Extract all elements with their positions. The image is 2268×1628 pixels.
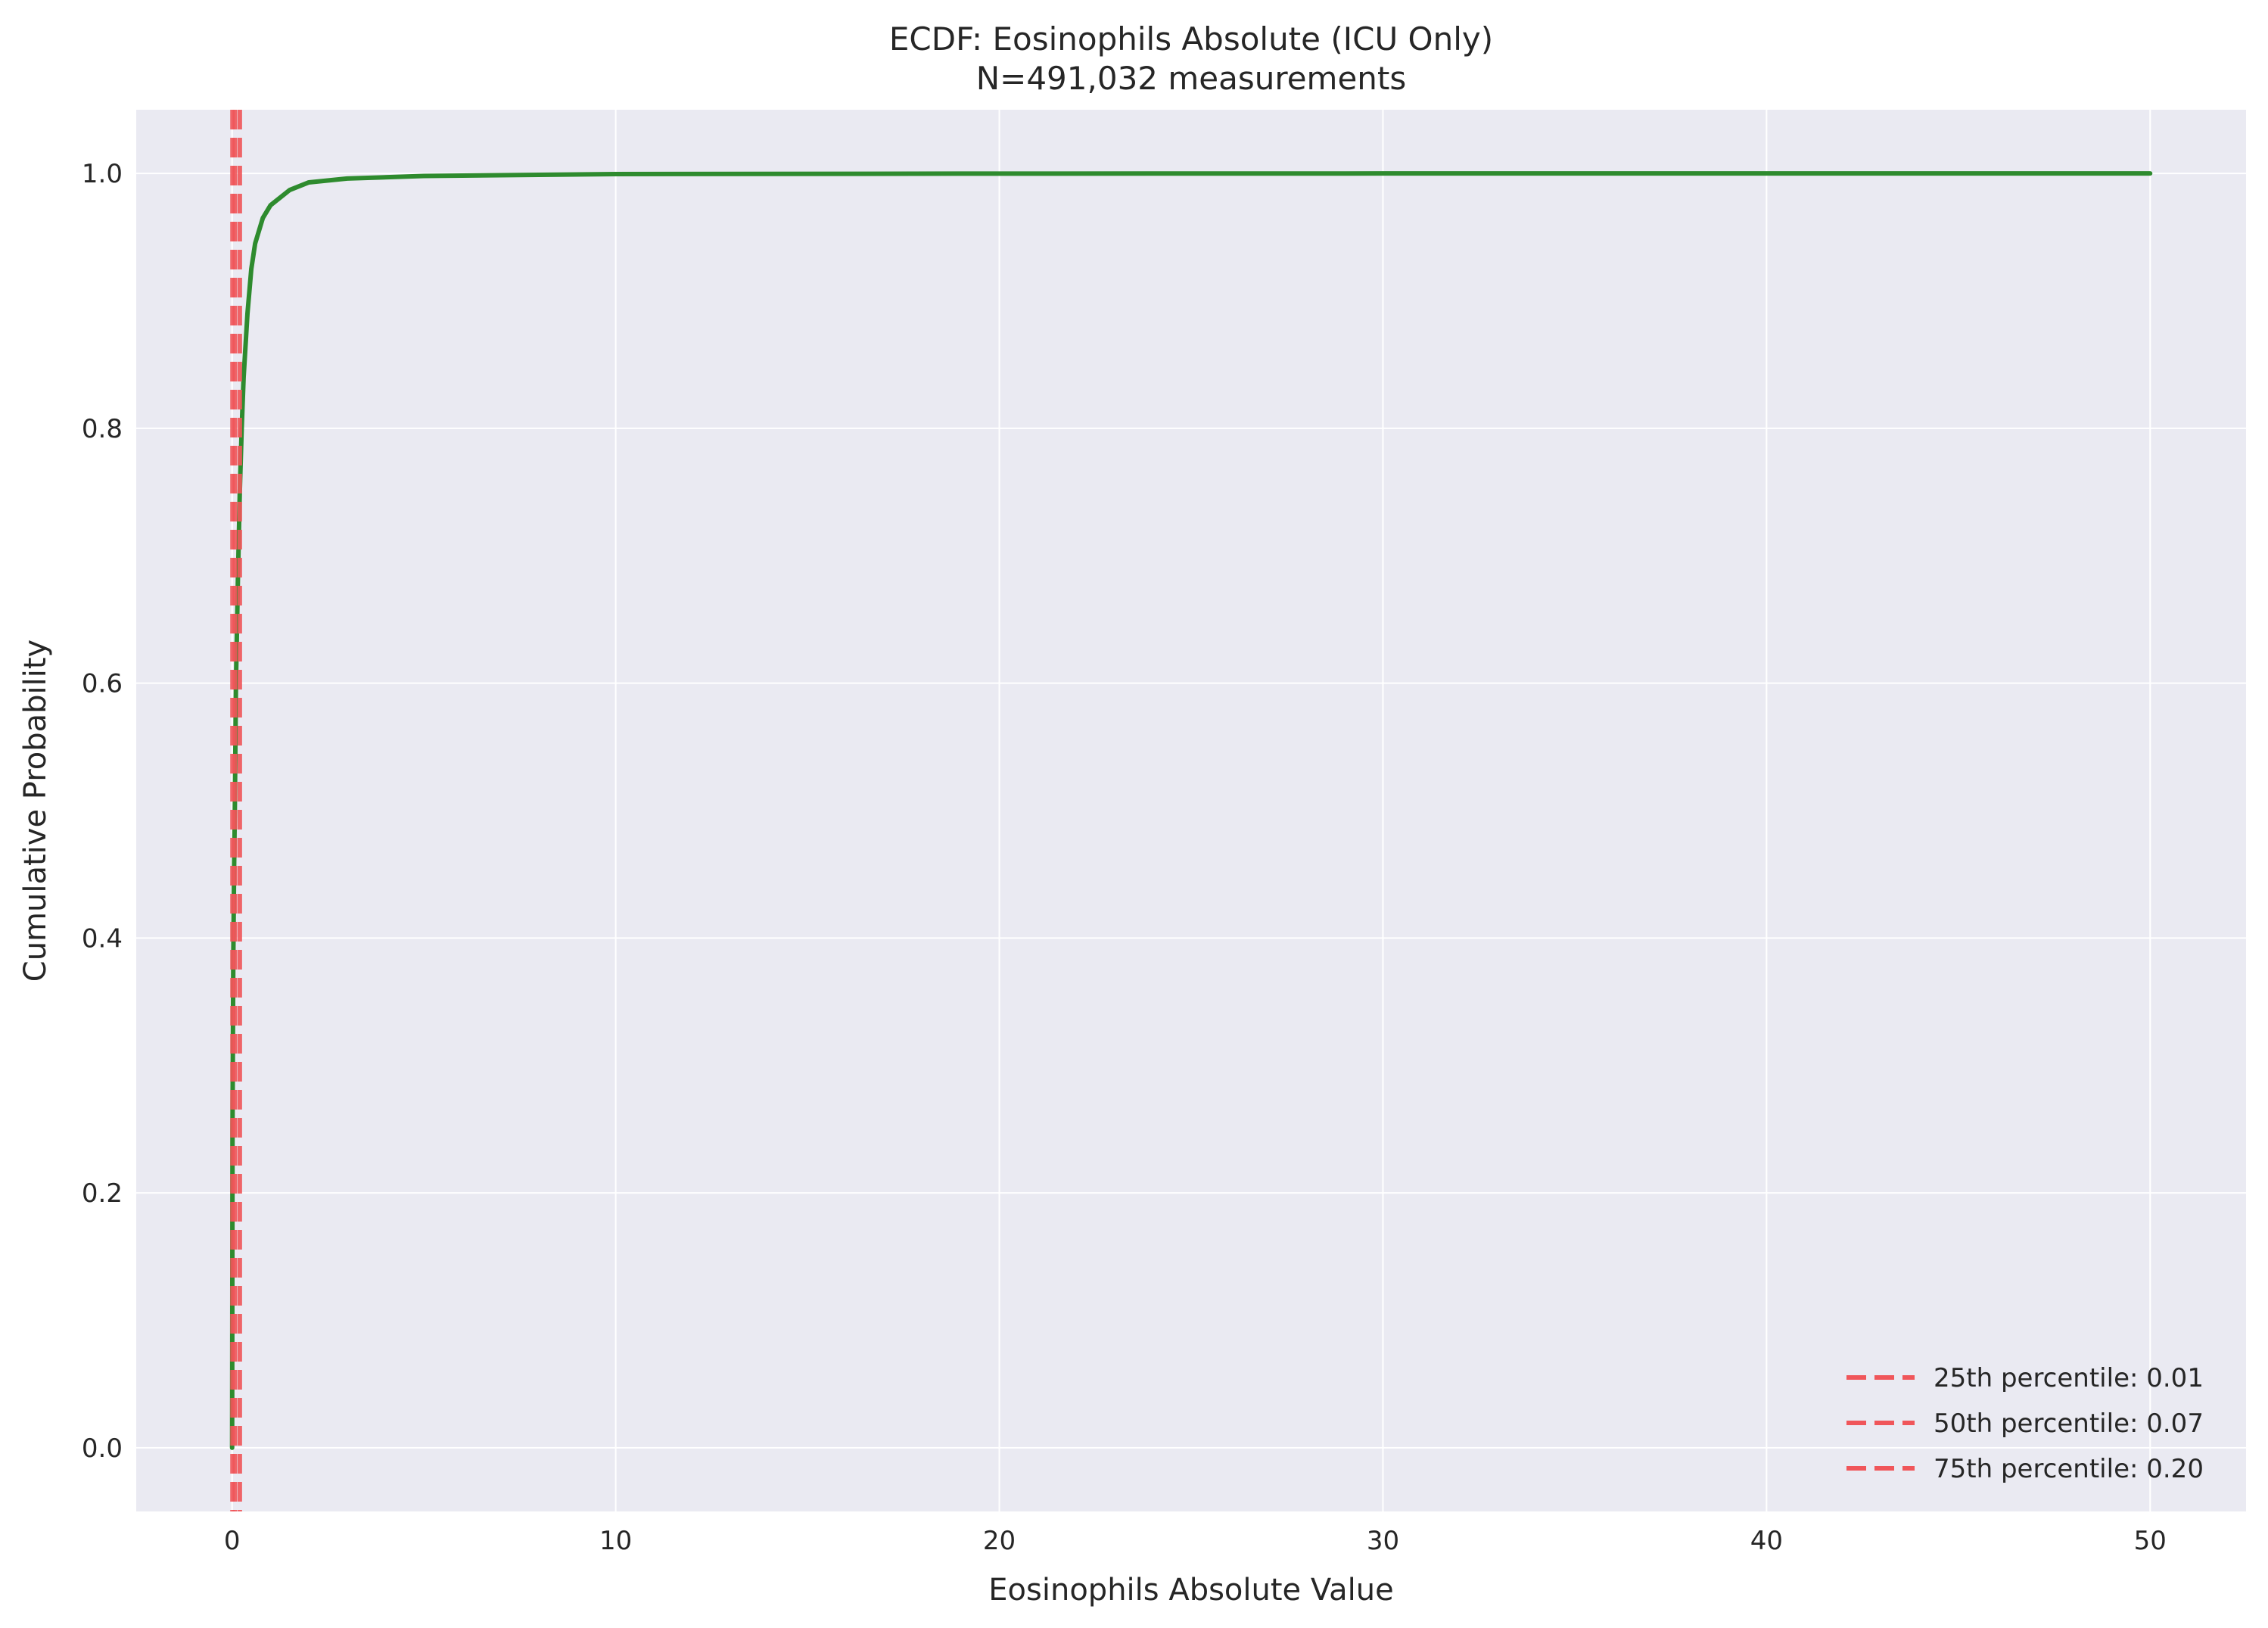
y-tick-label: 0.6 [82, 669, 123, 699]
x-tick-label: 50 [2134, 1526, 2167, 1556]
x-tick-label: 30 [1367, 1526, 1399, 1556]
y-axis-label: Cumulative Probability [18, 640, 53, 982]
y-tick-label: 0.4 [82, 923, 123, 954]
y-axis-ticks: 0.0 0.2 0.4 0.6 0.8 1.0 [82, 159, 123, 1464]
x-tick-label: 10 [599, 1526, 632, 1556]
plot-area [136, 110, 2246, 1511]
y-tick-label: 0.8 [82, 414, 123, 444]
legend-label: 50th percentile: 0.07 [1934, 1409, 2204, 1439]
x-tick-label: 20 [983, 1526, 1016, 1556]
x-tick-label: 40 [1750, 1526, 1783, 1556]
x-axis-ticks: 0 10 20 30 40 50 [224, 1526, 2167, 1556]
x-axis-label: Eosinophils Absolute Value [988, 1573, 1393, 1608]
legend: 25th percentile: 0.01 50th percentile: 0.… [1846, 1363, 2204, 1484]
legend-label: 25th percentile: 0.01 [1934, 1363, 2204, 1393]
y-tick-label: 0.2 [82, 1178, 123, 1209]
y-tick-label: 0.0 [82, 1433, 123, 1464]
chart-subtitle: N=491,032 measurements [976, 60, 1407, 97]
x-tick-label: 0 [224, 1526, 241, 1556]
legend-label: 75th percentile: 0.20 [1934, 1454, 2204, 1484]
y-tick-label: 1.0 [82, 159, 123, 189]
chart-title: ECDF: Eosinophils Absolute (ICU Only) [889, 20, 1493, 58]
percentile-layer [230, 110, 242, 1511]
